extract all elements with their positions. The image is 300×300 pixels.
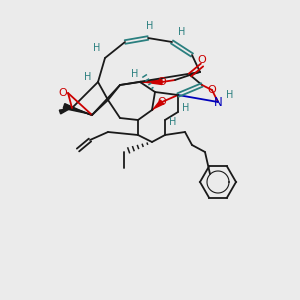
- Text: H: H: [182, 103, 190, 113]
- Text: H: H: [226, 90, 234, 100]
- Text: N: N: [214, 95, 222, 109]
- Polygon shape: [63, 103, 92, 116]
- Text: H: H: [178, 27, 186, 37]
- Text: O: O: [198, 55, 206, 65]
- Polygon shape: [59, 107, 72, 114]
- Text: H: H: [93, 43, 101, 53]
- Text: H: H: [169, 117, 177, 127]
- Text: H: H: [146, 21, 154, 31]
- Text: O: O: [208, 85, 216, 95]
- Text: H: H: [84, 72, 92, 82]
- Text: O: O: [158, 77, 166, 87]
- Polygon shape: [152, 100, 164, 110]
- Text: O: O: [58, 88, 68, 98]
- Text: O: O: [158, 97, 166, 107]
- Text: H: H: [131, 69, 139, 79]
- Polygon shape: [140, 80, 162, 85]
